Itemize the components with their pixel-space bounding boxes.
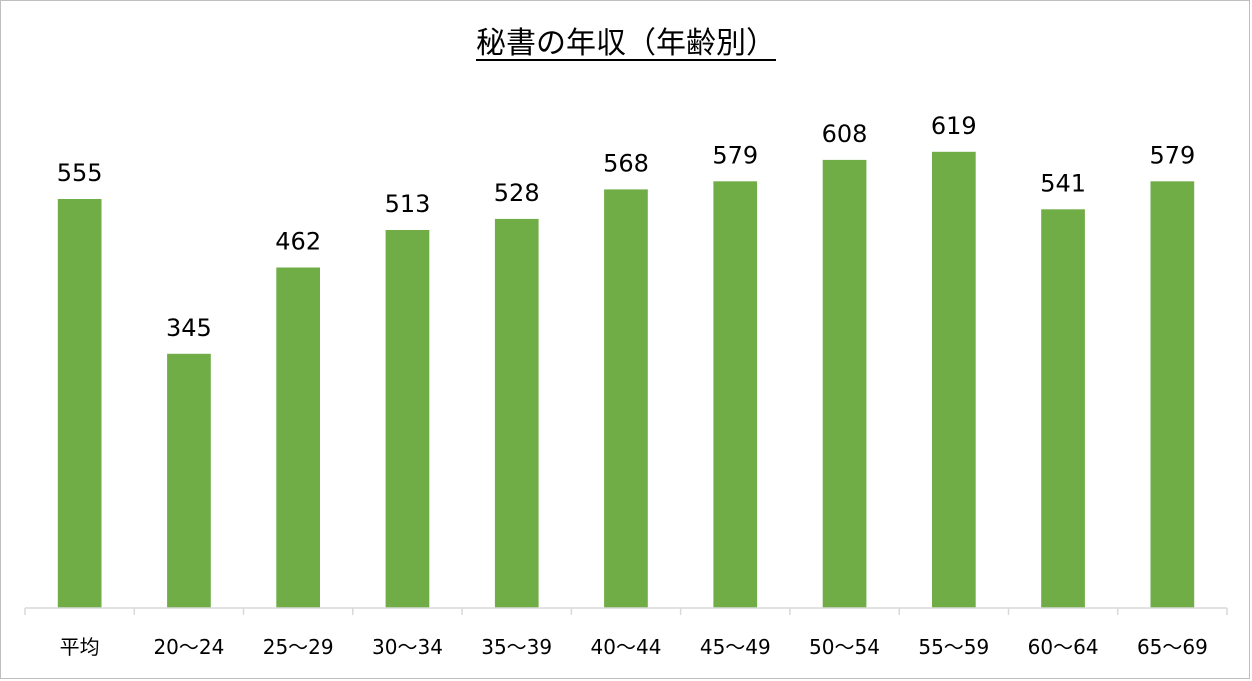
category-label-7: 50〜54 bbox=[809, 635, 880, 659]
category-label-9: 60〜64 bbox=[1028, 635, 1099, 659]
bar-9 bbox=[1041, 209, 1085, 609]
bar-8 bbox=[932, 151, 976, 609]
data-label-6: 579 bbox=[712, 141, 758, 169]
category-label-3: 30〜34 bbox=[372, 635, 443, 659]
category-label-4: 35〜39 bbox=[481, 635, 552, 659]
bar-5 bbox=[604, 189, 648, 608]
category-label-5: 40〜44 bbox=[591, 635, 662, 659]
bar-2 bbox=[276, 267, 320, 608]
category-label-6: 45〜49 bbox=[700, 635, 771, 659]
data-label-7: 608 bbox=[822, 120, 868, 148]
bar-0 bbox=[57, 199, 102, 608]
bar-1 bbox=[167, 353, 211, 608]
bar-7 bbox=[822, 159, 867, 608]
chart-title: 秘書の年収（年齢別） bbox=[476, 26, 776, 61]
bar-4 bbox=[494, 218, 539, 608]
category-label-0: 平均 bbox=[60, 635, 100, 659]
data-label-1: 345 bbox=[166, 314, 212, 342]
bar-3 bbox=[385, 230, 430, 608]
category-label-1: 20〜24 bbox=[153, 635, 224, 659]
data-label-5: 568 bbox=[603, 149, 649, 177]
data-label-8: 619 bbox=[931, 112, 977, 140]
category-label-8: 55〜59 bbox=[918, 635, 989, 659]
category-label-2: 25〜29 bbox=[263, 635, 334, 659]
data-label-10: 579 bbox=[1149, 141, 1195, 169]
data-label-3: 513 bbox=[385, 190, 431, 218]
data-label-4: 528 bbox=[494, 179, 540, 207]
bar-6 bbox=[713, 181, 758, 609]
data-label-9: 541 bbox=[1040, 169, 1086, 197]
bar-10 bbox=[1150, 181, 1195, 609]
data-label-2: 462 bbox=[275, 228, 321, 256]
data-label-0: 555 bbox=[57, 159, 103, 187]
category-label-10: 65〜69 bbox=[1137, 635, 1208, 659]
